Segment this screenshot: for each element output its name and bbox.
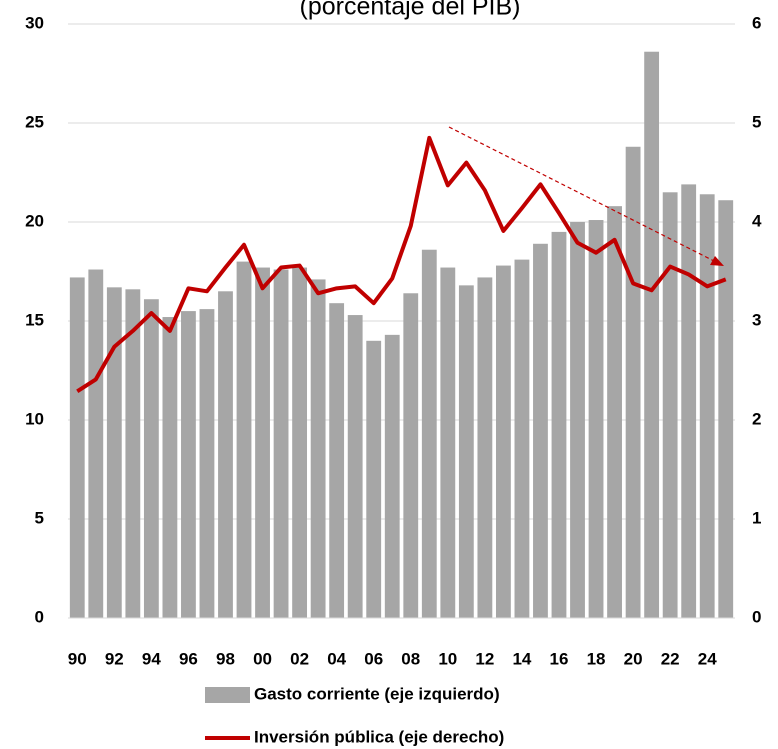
- y-tick-label: 5: [35, 508, 44, 527]
- bar: [218, 291, 233, 618]
- bar: [477, 277, 493, 618]
- arrow-head: [710, 256, 724, 266]
- bar: [310, 279, 326, 618]
- bar: [162, 317, 178, 618]
- bar: [199, 309, 215, 618]
- x-tick-label: 24: [698, 649, 717, 668]
- bar: [644, 51, 660, 619]
- y2-tick-label: 1: [752, 508, 761, 527]
- bar: [625, 146, 641, 618]
- bar: [681, 184, 697, 618]
- y2-tick-label: 4: [752, 211, 762, 230]
- x-tick-label: 18: [587, 649, 606, 668]
- x-tick-label: 02: [290, 649, 309, 668]
- bar: [366, 340, 382, 618]
- y2-tick-label: 5: [752, 112, 761, 131]
- bar: [236, 261, 252, 618]
- x-tick-label: 14: [512, 649, 531, 668]
- line: [76, 135, 727, 393]
- x-tick-label: 10: [438, 649, 457, 668]
- legend-label: Gasto corriente (eje izquierdo): [254, 684, 500, 703]
- chart-title: (porcentaje del PIB): [300, 0, 521, 21]
- y2-tick-label: 0: [752, 607, 761, 626]
- bar: [533, 243, 548, 618]
- bar: [570, 222, 585, 618]
- bar: [662, 192, 678, 619]
- x-tick-label: 04: [327, 649, 346, 668]
- x-tick-label: 00: [253, 649, 272, 668]
- bar: [106, 287, 122, 618]
- y-tick-label: 20: [25, 211, 44, 230]
- bar: [440, 267, 456, 618]
- bar: [69, 277, 85, 618]
- bar: [588, 220, 604, 618]
- bar: [403, 293, 419, 618]
- x-tick-label: 94: [142, 649, 161, 668]
- y-tick-label: 25: [25, 112, 44, 131]
- x-tick-label: 12: [475, 649, 494, 668]
- bar: [273, 269, 289, 618]
- bar: [607, 206, 622, 618]
- y2-tick-label: 3: [752, 310, 761, 329]
- x-tick-label: 92: [105, 649, 124, 668]
- bar: [699, 194, 715, 618]
- trend-arrow: [448, 126, 717, 263]
- x-tick-label: 20: [624, 649, 643, 668]
- bar: [329, 303, 345, 618]
- x-tick-label: 22: [661, 649, 680, 668]
- bar: [88, 269, 104, 618]
- bar: [181, 311, 196, 618]
- bar: [514, 259, 530, 618]
- bar: [495, 265, 511, 618]
- bar: [125, 289, 141, 618]
- bar: [143, 299, 159, 618]
- bar: [458, 285, 474, 618]
- bar: [421, 249, 437, 618]
- bar: [255, 267, 270, 618]
- y2-tick-label: 2: [752, 409, 761, 428]
- y-tick-label: 15: [25, 310, 44, 329]
- x-tick-label: 90: [68, 649, 87, 668]
- y-tick-label: 0: [35, 607, 44, 626]
- bar: [551, 231, 567, 618]
- x-tick-label: 06: [364, 649, 383, 668]
- bar: [384, 334, 400, 618]
- legend-swatch: [205, 687, 250, 703]
- x-tick-label: 96: [179, 649, 198, 668]
- y2-tick-label: 6: [752, 13, 761, 32]
- x-tick-label: 98: [216, 649, 235, 668]
- bar: [718, 200, 734, 618]
- x-tick-label: 16: [550, 649, 569, 668]
- y-tick-label: 30: [25, 13, 44, 32]
- x-tick-label: 08: [401, 649, 420, 668]
- bar: [292, 267, 308, 618]
- legend-label: Inversión pública (eje derecho): [254, 727, 504, 746]
- y-tick-label: 10: [25, 409, 44, 428]
- bar: [347, 315, 363, 618]
